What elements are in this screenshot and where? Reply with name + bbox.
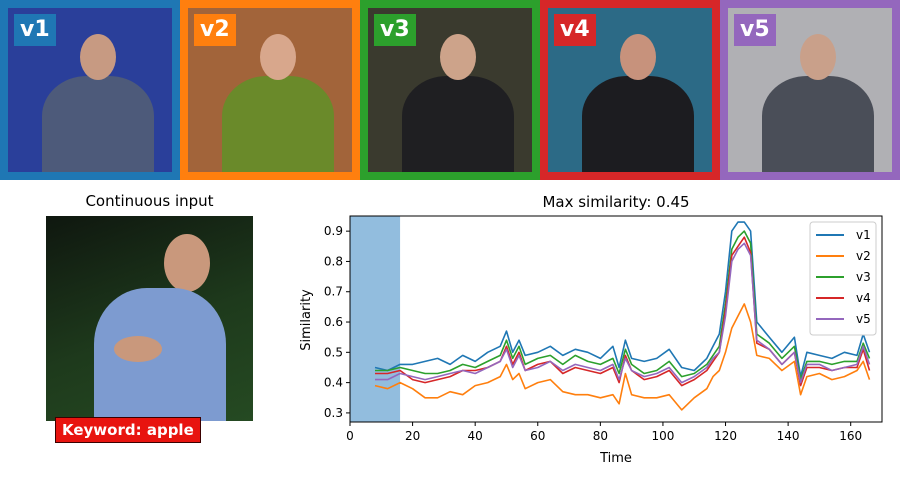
video-label-badge: v1 bbox=[14, 14, 56, 46]
signer-body bbox=[402, 76, 514, 172]
y-axis-label: Similarity bbox=[299, 289, 314, 351]
input-title: Continuous input bbox=[85, 192, 214, 210]
signer-body bbox=[582, 76, 694, 172]
keyword-label: Keyword: apple bbox=[55, 417, 201, 443]
reference-video-strip: v1 v2 v3 v4 v5 bbox=[0, 0, 900, 180]
video-label-badge: v4 bbox=[554, 14, 596, 46]
reference-video-v4[interactable]: v4 bbox=[540, 0, 720, 180]
signer-hands bbox=[114, 336, 162, 362]
signer-body bbox=[42, 76, 154, 172]
signer-head bbox=[620, 34, 656, 80]
series-line-v1 bbox=[374, 221, 871, 378]
reference-video-v3[interactable]: v3 bbox=[360, 0, 540, 180]
legend-box bbox=[809, 221, 877, 336]
shaded-region bbox=[350, 216, 401, 422]
series-line-v3 bbox=[375, 230, 871, 381]
series-line-v2 bbox=[374, 303, 871, 411]
chart-title: Max similarity: 0.45 bbox=[542, 193, 689, 211]
signer-head bbox=[164, 234, 210, 292]
signer-body bbox=[762, 76, 874, 172]
video-label-badge: v5 bbox=[734, 14, 776, 46]
y-tick-label: 0.3 bbox=[324, 406, 343, 420]
legend-label-v3: v3 bbox=[856, 270, 871, 284]
reference-video-v5[interactable]: v5 bbox=[720, 0, 900, 180]
y-tick-label: 0.8 bbox=[324, 254, 343, 268]
legend-label-v2: v2 bbox=[856, 249, 871, 263]
signer-head bbox=[260, 34, 296, 80]
y-tick-label: 0.9 bbox=[324, 224, 343, 238]
video-label-badge: v2 bbox=[194, 14, 236, 46]
legend-label-v1: v1 bbox=[856, 228, 871, 242]
y-tick-label: 0.6 bbox=[324, 315, 343, 329]
x-tick-label: 20 bbox=[405, 429, 420, 443]
x-tick-label: 160 bbox=[839, 429, 862, 443]
x-tick-label: 60 bbox=[530, 429, 545, 443]
x-tick-label: 40 bbox=[468, 429, 483, 443]
video-label-badge: v3 bbox=[374, 14, 416, 46]
signer-body bbox=[222, 76, 334, 172]
legend-label-v4: v4 bbox=[856, 291, 871, 305]
y-tick-label: 0.5 bbox=[324, 345, 343, 359]
reference-video-v2[interactable]: v2 bbox=[180, 0, 360, 180]
signer-head bbox=[800, 34, 836, 80]
x-tick-label: 0 bbox=[346, 429, 354, 443]
x-tick-label: 120 bbox=[714, 429, 737, 443]
y-tick-label: 0.7 bbox=[324, 285, 343, 299]
x-tick-label: 100 bbox=[651, 429, 674, 443]
y-tick-label: 0.4 bbox=[324, 376, 343, 390]
continuous-input-video[interactable] bbox=[46, 216, 253, 421]
signer-head bbox=[80, 34, 116, 80]
x-tick-label: 140 bbox=[777, 429, 800, 443]
reference-video-v1[interactable]: v1 bbox=[0, 0, 180, 180]
signer-head bbox=[440, 34, 476, 80]
x-axis-label: Time bbox=[599, 451, 632, 466]
legend-label-v5: v5 bbox=[856, 312, 871, 326]
x-tick-label: 80 bbox=[593, 429, 608, 443]
series-line-v5 bbox=[375, 242, 871, 384]
plot-frame bbox=[349, 215, 883, 423]
